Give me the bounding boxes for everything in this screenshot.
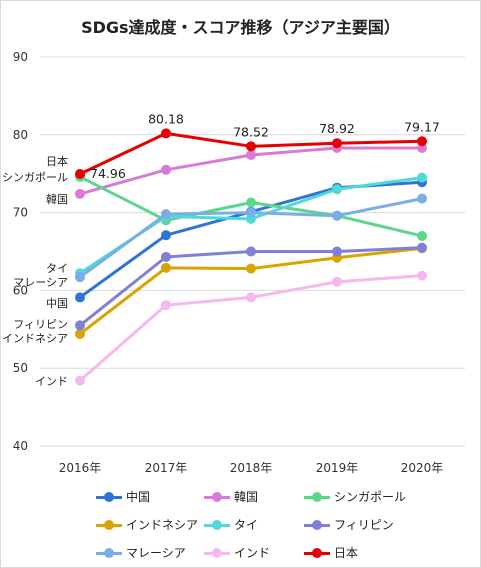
legend-item: マレーシア [96, 544, 186, 561]
data-point [75, 375, 85, 386]
data-point [161, 230, 171, 241]
data-point [332, 246, 342, 257]
y-tick-label: 70 [13, 206, 28, 220]
legend-item: 中国 [96, 488, 150, 505]
series-中国 [75, 177, 427, 303]
series-フィリピン [75, 242, 427, 331]
y-tick-label: 40 [13, 439, 28, 453]
data-point [246, 141, 256, 152]
legend-label: シンガポール [334, 490, 407, 504]
data-point [417, 172, 427, 183]
legend-swatch [96, 547, 122, 559]
x-tick-label: 2019年 [316, 461, 359, 475]
data-point [246, 292, 256, 303]
data-point [246, 150, 256, 161]
legend-swatch [96, 491, 122, 503]
y-tick-label: 80 [13, 128, 28, 142]
legend-swatch [204, 491, 230, 503]
series-インドネシア [75, 243, 427, 339]
data-point [161, 128, 171, 139]
data-point [75, 320, 85, 331]
data-point [332, 138, 342, 149]
legend-swatch [304, 491, 330, 503]
series-start-label: タイ [46, 262, 68, 275]
legend-label: タイ [234, 518, 259, 532]
chart-title: SDGs達成度・スコア推移（アジア主要国） [81, 18, 400, 37]
legend-item: インド [204, 544, 270, 561]
series-シンガポール [75, 171, 427, 241]
data-point [246, 263, 256, 274]
series-start-label: 中国 [46, 297, 68, 310]
data-label: 78.52 [233, 124, 269, 139]
data-point [417, 270, 427, 281]
series-マレーシア [75, 193, 427, 283]
data-point [332, 184, 342, 195]
series-line [79, 274, 423, 382]
legend-swatch [204, 519, 230, 531]
legend-item: 日本 [304, 544, 358, 561]
y-tick-label: 50 [13, 361, 28, 375]
legend-label: インドネシア [126, 518, 199, 532]
data-point [75, 188, 85, 199]
data-point [417, 230, 427, 241]
data-point [417, 136, 427, 147]
legend-item: 韓国 [204, 488, 258, 505]
legend-item: フィリピン [304, 516, 394, 533]
series-start-label: インド [35, 375, 68, 388]
data-point [75, 169, 85, 180]
series-start-label: 韓国 [46, 193, 68, 206]
legend-swatch [204, 547, 230, 559]
data-point [75, 328, 85, 339]
legend-item: インドネシア [96, 516, 198, 533]
series-start-label: マレーシア [13, 276, 68, 289]
legend-label: 日本 [334, 546, 359, 560]
legend-label: フィリピン [334, 518, 394, 532]
x-tick-label: 2018年 [230, 461, 273, 475]
data-point [161, 262, 171, 273]
data-point [246, 246, 256, 257]
series-start-label: 日本 [46, 154, 68, 168]
legend-swatch [304, 519, 330, 531]
data-point [75, 272, 85, 283]
data-point [161, 251, 171, 262]
legend-swatch [304, 547, 330, 559]
series-日本 [75, 128, 427, 180]
data-point [75, 292, 85, 303]
data-point [161, 164, 171, 175]
legend-label: 中国 [126, 490, 151, 504]
x-tick-label: 2017年 [145, 461, 188, 475]
data-label: 79.17 [404, 119, 440, 134]
series-start-label: インドネシア [2, 332, 68, 345]
legend-label: マレーシア [126, 546, 186, 560]
y-tick-label: 60 [13, 283, 28, 297]
data-point [332, 276, 342, 287]
series-start-label: シンガポール [2, 171, 68, 184]
legend-item: タイ [204, 516, 258, 533]
legend-label: インド [234, 546, 271, 560]
data-point [246, 197, 256, 208]
legend-swatch [96, 519, 122, 531]
data-point [417, 242, 427, 253]
legend-label: 韓国 [234, 490, 259, 504]
data-label: 80.18 [148, 111, 184, 126]
x-tick-label: 2020年 [401, 461, 444, 475]
data-point [161, 300, 171, 311]
data-point [246, 207, 256, 218]
legend-item: シンガポール [304, 488, 406, 505]
series-インド [75, 270, 427, 386]
y-tick-label: 90 [13, 50, 28, 64]
data-label: 78.92 [319, 121, 355, 136]
data-point [332, 210, 342, 221]
x-tick-label: 2016年 [59, 461, 102, 475]
data-point [417, 193, 427, 204]
series-start-label: フィリピン [13, 318, 68, 331]
data-point [161, 209, 171, 220]
data-label: 74.96 [90, 166, 126, 181]
